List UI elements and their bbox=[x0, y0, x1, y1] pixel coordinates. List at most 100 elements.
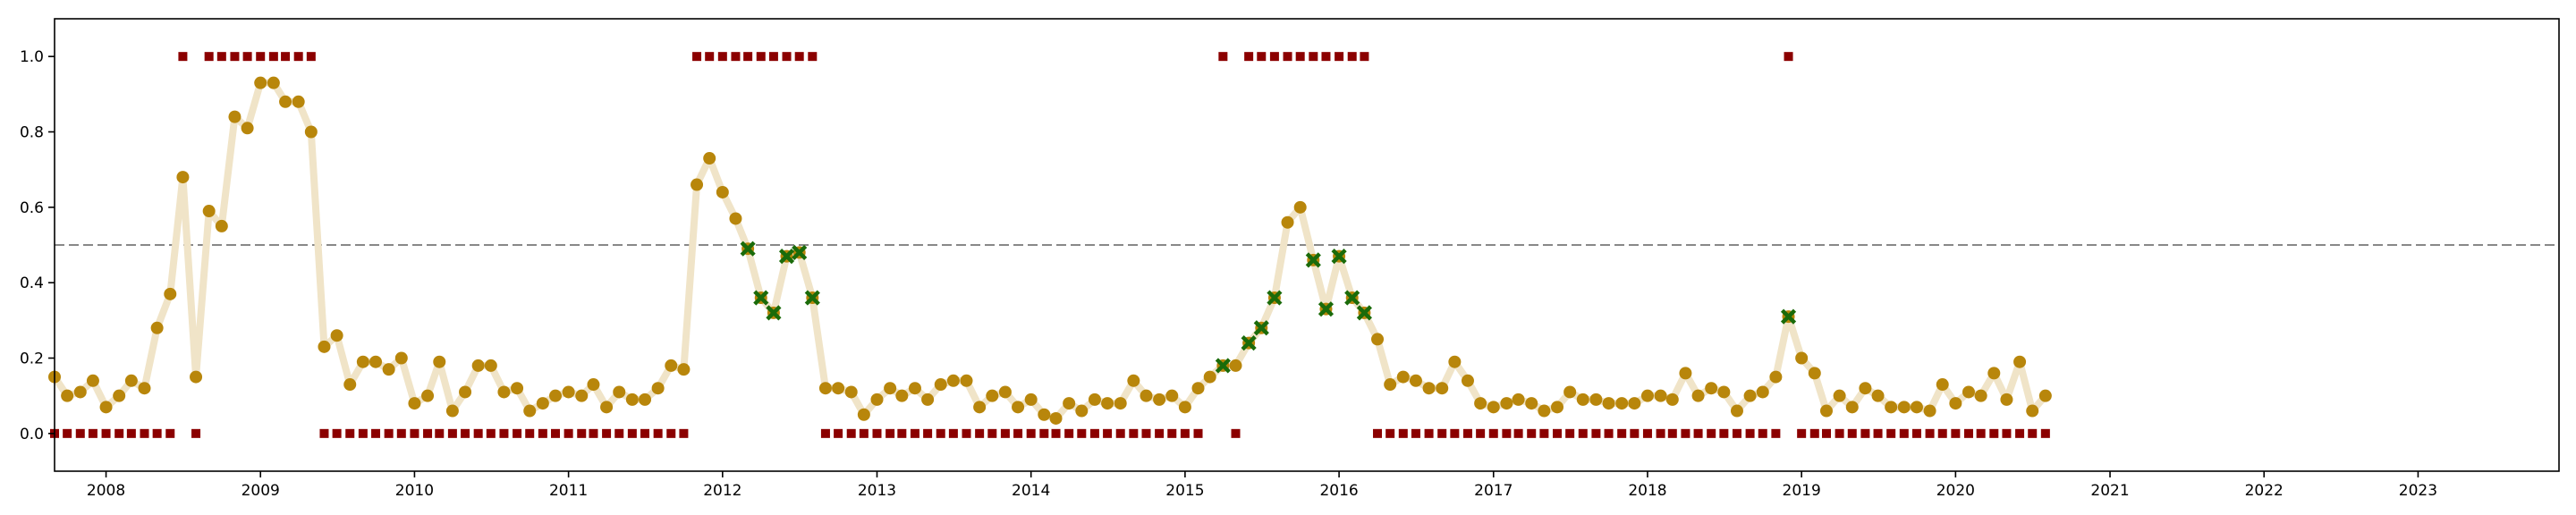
data-point bbox=[523, 404, 537, 418]
data-point bbox=[857, 408, 870, 421]
data-point bbox=[459, 385, 472, 399]
square-marker bbox=[1064, 428, 1074, 438]
data-point bbox=[1897, 401, 1911, 414]
cross-marker bbox=[1331, 249, 1347, 265]
data-point bbox=[471, 359, 485, 372]
square-marker bbox=[1617, 428, 1627, 438]
square-marker bbox=[345, 428, 355, 438]
square-marker bbox=[486, 428, 496, 438]
square-marker bbox=[1745, 428, 1755, 438]
data-point bbox=[677, 363, 691, 376]
data-point bbox=[1127, 374, 1140, 387]
square-marker bbox=[910, 428, 919, 438]
square-marker bbox=[178, 52, 188, 62]
square-marker bbox=[1283, 52, 1292, 62]
square-marker bbox=[525, 428, 535, 438]
square-marker bbox=[1911, 428, 1921, 438]
square-marker bbox=[1886, 428, 1896, 438]
cross-marker bbox=[766, 305, 782, 321]
x-tick-label: 2008 bbox=[87, 482, 125, 500]
square-marker bbox=[1103, 428, 1113, 438]
cross-markers-group bbox=[740, 241, 1797, 374]
square-marker bbox=[191, 428, 201, 438]
data-point bbox=[1384, 378, 1397, 392]
square-marker bbox=[717, 52, 727, 62]
data-point bbox=[1153, 393, 1166, 406]
data-point bbox=[1538, 404, 1551, 418]
square-marker bbox=[1513, 428, 1523, 438]
square-marker bbox=[1026, 428, 1036, 438]
data-point bbox=[895, 389, 909, 402]
data-point bbox=[921, 393, 935, 406]
data-point bbox=[1808, 367, 1821, 380]
square-marker bbox=[577, 428, 587, 438]
square-marker bbox=[1360, 52, 1369, 62]
data-point bbox=[1795, 351, 1809, 365]
square-marker bbox=[1963, 428, 1973, 438]
data-point bbox=[1602, 397, 1615, 410]
square-marker bbox=[743, 52, 753, 62]
data-point bbox=[1665, 393, 1679, 406]
data-point bbox=[665, 359, 678, 372]
data-point bbox=[394, 351, 408, 365]
square-marker bbox=[820, 428, 830, 438]
data-point bbox=[934, 378, 947, 392]
square-marker bbox=[281, 52, 291, 62]
square-marker bbox=[1373, 428, 1383, 438]
square-marker bbox=[1771, 428, 1781, 438]
data-point bbox=[1038, 408, 1051, 421]
data-point bbox=[511, 382, 524, 395]
data-point bbox=[445, 404, 459, 418]
data-point bbox=[844, 385, 858, 399]
data-point bbox=[1974, 389, 1987, 402]
data-point bbox=[382, 363, 395, 376]
square-marker bbox=[1553, 428, 1562, 438]
data-point bbox=[1500, 397, 1513, 410]
y-tick-label: 0.4 bbox=[20, 274, 44, 292]
square-marker bbox=[1089, 428, 1099, 438]
square-marker bbox=[1502, 428, 1512, 438]
square-marker bbox=[513, 428, 522, 438]
data-point bbox=[1949, 397, 1962, 410]
data-point bbox=[998, 385, 1012, 399]
y-tick-label: 0.2 bbox=[20, 350, 44, 368]
square-marker bbox=[384, 428, 394, 438]
square-marker bbox=[332, 428, 342, 438]
x-tick-label: 2023 bbox=[2399, 482, 2437, 500]
square-marker bbox=[1693, 428, 1703, 438]
square-marker bbox=[653, 428, 663, 438]
square-marker bbox=[1707, 428, 1716, 438]
data-point bbox=[1654, 389, 1667, 402]
data-point bbox=[1512, 393, 1525, 406]
data-point bbox=[639, 393, 652, 406]
data-point bbox=[870, 393, 884, 406]
data-point bbox=[1063, 397, 1076, 410]
data-point bbox=[1819, 404, 1833, 418]
data-point bbox=[1203, 370, 1216, 384]
y-tick-label: 0.6 bbox=[20, 199, 44, 217]
data-point bbox=[304, 125, 318, 139]
square-marker bbox=[1860, 428, 1870, 438]
square-marker bbox=[1218, 52, 1228, 62]
square-marker bbox=[1411, 428, 1420, 438]
data-point bbox=[73, 385, 87, 399]
square-marker bbox=[242, 52, 252, 62]
x-tick-label: 2009 bbox=[242, 482, 280, 500]
square-marker bbox=[975, 428, 985, 438]
data-point bbox=[613, 385, 626, 399]
data-point bbox=[1615, 397, 1629, 410]
data-point bbox=[1436, 382, 1449, 395]
data-point bbox=[267, 76, 280, 89]
square-marker bbox=[679, 428, 689, 438]
square-marker bbox=[859, 428, 869, 438]
square-marker bbox=[1821, 428, 1831, 438]
data-point bbox=[2038, 389, 2052, 402]
y-tick-label: 0.8 bbox=[20, 124, 44, 142]
data-point bbox=[369, 355, 383, 368]
square-marker bbox=[1951, 428, 1961, 438]
square-marker bbox=[1937, 428, 1947, 438]
data-point bbox=[292, 95, 305, 108]
square-marker bbox=[1347, 52, 1357, 62]
data-point bbox=[832, 382, 845, 395]
square-marker bbox=[1398, 428, 1408, 438]
